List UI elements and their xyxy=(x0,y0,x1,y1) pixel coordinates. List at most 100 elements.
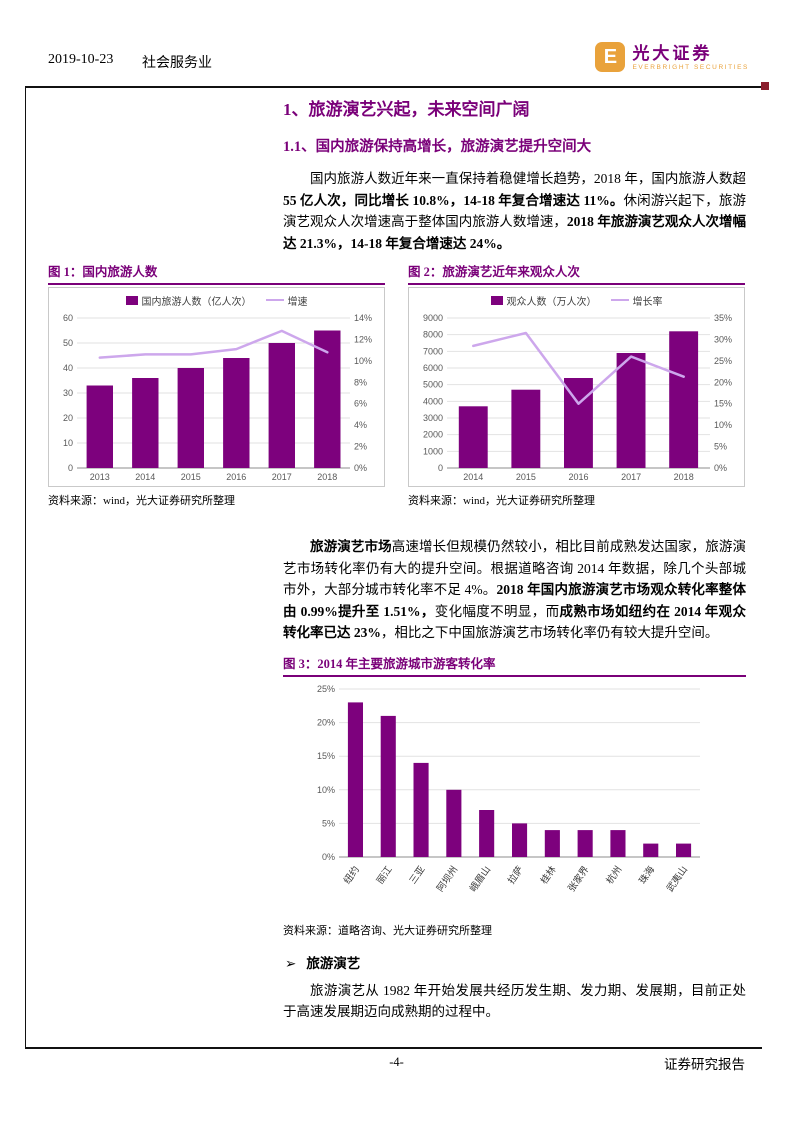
figure-1-title: 图 1：国内旅游人数 xyxy=(48,264,385,285)
svg-text:0: 0 xyxy=(438,463,443,473)
svg-text:10: 10 xyxy=(63,438,73,448)
svg-text:0%: 0% xyxy=(714,463,727,473)
report-body: 1、旅游演艺兴起，未来空间广阔 1.1、国内旅游保持高增长，旅游演艺提升空间大 … xyxy=(48,96,746,1023)
svg-text:2018: 2018 xyxy=(674,472,694,482)
svg-text:30: 30 xyxy=(63,388,73,398)
svg-text:10%: 10% xyxy=(317,784,335,794)
header-rule-marker xyxy=(761,82,769,90)
legend-item: 增长率 xyxy=(610,293,663,308)
figure-1-source: 资料来源：wind，光大证券研究所整理 xyxy=(48,495,235,507)
svg-text:35%: 35% xyxy=(714,313,732,323)
svg-text:拉萨: 拉萨 xyxy=(505,863,526,886)
text-run: 国内旅游人数近年来一直保持着稳健增长趋势，2018 年，国内旅游人数超 xyxy=(310,171,746,186)
svg-text:武夷山: 武夷山 xyxy=(664,863,690,893)
text-run-bold: 旅游演艺市场 xyxy=(310,539,392,554)
figure-2: 图 2：旅游演艺近年来观众人次 观众人数（万人次） 增长率 0 1000 2000 30… xyxy=(408,264,745,508)
svg-text:10%: 10% xyxy=(354,356,372,366)
legend-label: 增长率 xyxy=(632,296,663,308)
text-run-bold: 2018 年旅游演艺观众人次增幅达 21.3%，14-18 年复合增速达 24%… xyxy=(283,214,747,251)
figure-1: 图 1：国内旅游人数 国内旅游人数（亿人次） 增速 0 10 20 30 40 50 60 0%… xyxy=(48,264,385,508)
brand-logo-icon: E xyxy=(595,42,626,72)
svg-text:2016: 2016 xyxy=(226,472,246,482)
svg-text:40: 40 xyxy=(63,363,73,373)
svg-text:纽约: 纽约 xyxy=(341,863,362,885)
svg-text:50: 50 xyxy=(63,338,73,348)
svg-text:桂林: 桂林 xyxy=(538,863,559,886)
subsection-heading: 1.1、国内旅游保持高增长，旅游演艺提升空间大 xyxy=(283,139,592,155)
text-run: ，相比之下中国旅游演艺市场转化率仍有较大提升空间。 xyxy=(380,625,719,640)
text-run-bold: 55 亿人次，同比增长 10.8%，14-18 年复合增速达 11%。 xyxy=(283,192,624,208)
svg-text:4000: 4000 xyxy=(423,396,443,406)
svg-text:12%: 12% xyxy=(354,334,372,344)
svg-text:2017: 2017 xyxy=(621,472,641,482)
svg-text:5000: 5000 xyxy=(423,380,443,390)
paragraph-overview: 国内旅游人数近年来一直保持着稳健增长趋势，2018 年，国内旅游人数超 55 亿… xyxy=(283,168,746,254)
svg-text:7000: 7000 xyxy=(423,346,443,356)
figure-3-title: 图 3：2014 年主要旅游城市游客转化率 xyxy=(283,656,746,677)
svg-text:15%: 15% xyxy=(714,399,732,409)
svg-text:0%: 0% xyxy=(322,852,335,862)
svg-text:25%: 25% xyxy=(317,684,335,694)
svg-text:三亚: 三亚 xyxy=(408,864,428,886)
figure-2-legend: 观众人数（万人次） 增长率 xyxy=(409,288,744,312)
chart-svg: 0 1000 2000 3000 4000 5000 6000 7000 8000 9000 0% 5… xyxy=(423,313,732,482)
svg-text:阿坝州: 阿坝州 xyxy=(435,864,460,894)
figure-3-plot: 0% 5% 10% 15% 20% 25% 纽约 丽江 三亚 阿坝州 峨眉山 拉萨 桂林 张家界 杭州 珠海武… xyxy=(283,679,746,917)
legend-label: 增速 xyxy=(287,296,308,308)
svg-text:珠海: 珠海 xyxy=(636,863,657,886)
svg-text:20: 20 xyxy=(63,413,73,423)
svg-text:2000: 2000 xyxy=(423,430,443,440)
svg-text:25%: 25% xyxy=(714,356,732,366)
text-run: 高速增长但规模仍然较小，相比目前成熟发达国家，旅游演艺市场转化率仍有大的提升空间… xyxy=(283,539,747,597)
brand-text: 光大证券 EVERBRIGHT SECURITIES xyxy=(632,44,749,71)
brand-logo: E 光大证券 EVERBRIGHT SECURITIES xyxy=(595,42,749,72)
svg-text:60: 60 xyxy=(63,313,73,323)
svg-text:5%: 5% xyxy=(322,818,335,828)
bullet-item: ➢ 旅游演艺 xyxy=(285,952,746,972)
bullet-label: 旅游演艺 xyxy=(306,955,361,971)
legend-line-swatch xyxy=(610,299,629,301)
figure-row: 图 1：国内旅游人数 国内旅游人数（亿人次） 增速 0 10 20 30 40 50 60 0%… xyxy=(48,264,746,508)
legend-item: 观众人数（万人次） xyxy=(490,293,597,308)
legend-item: 增速 xyxy=(265,293,308,308)
svg-text:张家界: 张家界 xyxy=(565,863,591,894)
figure-2-source: 资料来源：wind，光大证券研究所整理 xyxy=(408,495,595,507)
paragraph-market: 旅游演艺市场高速增长但规模仍然较小，相比目前成熟发达国家，旅游演艺市场转化率仍有… xyxy=(283,536,746,644)
legend-label: 国内旅游人数（亿人次） xyxy=(141,296,252,308)
left-margin-rule xyxy=(25,88,26,1047)
svg-text:3000: 3000 xyxy=(423,413,443,423)
figure-2-title: 图 2：旅游演艺近年来观众人次 xyxy=(408,264,745,285)
paragraph-history: 旅游演艺从 1982 年开始发展共经历发生期、发力期、发展期，目前正处于高速发展… xyxy=(283,980,746,1023)
svg-text:15%: 15% xyxy=(317,751,335,761)
figure-3-source: 资料来源：道略咨询、光大证券研究所整理 xyxy=(283,924,492,937)
svg-text:8000: 8000 xyxy=(423,330,443,340)
legend-item: 国内旅游人数（亿人次） xyxy=(125,293,252,308)
svg-text:5%: 5% xyxy=(714,442,727,452)
svg-text:杭州: 杭州 xyxy=(604,863,625,885)
brand-subtitle: EVERBRIGHT SECURITIES xyxy=(632,63,749,71)
svg-text:丽江: 丽江 xyxy=(375,864,395,886)
legend-bar-swatch xyxy=(490,295,503,305)
svg-text:10%: 10% xyxy=(714,420,732,430)
header-sector: 社会服务业 xyxy=(142,56,212,71)
svg-text:8%: 8% xyxy=(354,377,367,387)
text-run: 旅游演艺从 1982 年开始发展共经历发生期、发力期、发展期，目前正处于高速发展… xyxy=(283,982,746,1020)
svg-text:4%: 4% xyxy=(354,420,367,430)
svg-text:2014: 2014 xyxy=(135,472,155,482)
figure-2-plot: 0 1000 2000 3000 4000 5000 6000 7000 8000 9000 0% 5… xyxy=(409,312,744,486)
chart-svg: 0 10 20 30 40 50 60 0% 2% 4% 6% 8% 10% 12% 14% 2013 2014… xyxy=(63,313,372,482)
svg-text:30%: 30% xyxy=(714,334,732,344)
section-heading: 1、旅游演艺兴起，未来空间广阔 xyxy=(283,100,530,119)
figure-3: 图 3：2014 年主要旅游城市游客转化率 0% 5% 10% 15% 20% 25% 纽约… xyxy=(283,656,746,938)
chart-svg: 0% 5% 10% 15% 20% 25% 纽约 丽江 三亚 阿坝州 峨眉山 拉萨 桂林 张家界 杭州 珠海武… xyxy=(317,684,700,894)
svg-text:0: 0 xyxy=(68,463,73,473)
figure-1-plot: 0 10 20 30 40 50 60 0% 2% 4% 6% 8% 10% 12% 14% 2013 2014… xyxy=(49,312,384,486)
svg-text:2015: 2015 xyxy=(516,472,536,482)
footer-label: 证券研究报告 xyxy=(664,1057,745,1072)
svg-text:14%: 14% xyxy=(354,313,372,323)
text-run-bold: 成熟市场如纽约在 2014 年观众转化率已达 23% xyxy=(283,603,747,641)
brand-name: 光大证券 xyxy=(632,43,713,63)
svg-text:2016: 2016 xyxy=(568,472,588,482)
svg-text:9000: 9000 xyxy=(423,313,443,323)
svg-text:1000: 1000 xyxy=(423,446,443,456)
